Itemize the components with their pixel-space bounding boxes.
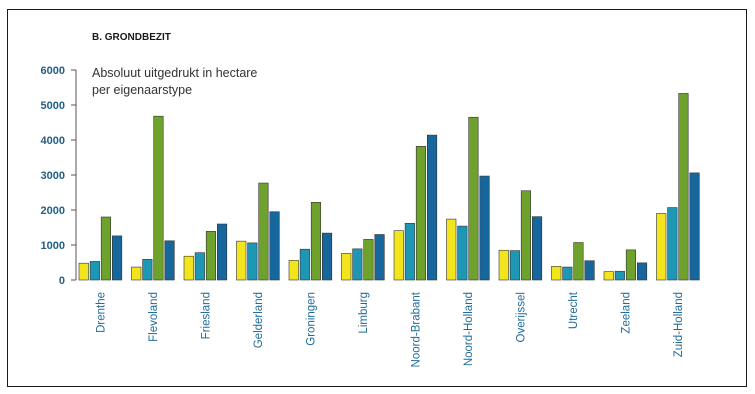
bar-drenthe-s3 [100,216,111,281]
bar-noord-holland-s1 [446,218,457,281]
bar-flevoland-s3 [153,115,164,281]
category-label: Gelderland [253,292,265,348]
y-tick-label: 1000 [41,240,65,252]
category-label: Noord-Brabant [410,291,422,367]
bars [78,93,700,281]
category-label: Friesland [200,292,212,339]
category-label: Flevoland [148,292,160,342]
chart-title: B. GRONDBEZIT [92,32,171,43]
chart-subtitle-line-2: per eigenaarstype [92,83,192,97]
bar-utrecht-s2 [562,266,573,281]
bar-gelderland-s1 [236,240,247,281]
bar-limburg-s2 [352,248,363,281]
bar-utrecht-s4 [584,260,595,281]
bar-friesland-s4 [217,223,228,281]
bar-friesland-s1 [183,255,194,281]
bar-zuid-holland-s1 [656,213,667,281]
bar-limburg-s3 [363,239,374,281]
bar-noord-brabant-s3 [415,146,427,281]
bar-drenthe-s2 [89,261,100,281]
category-label: Overijssel [515,292,527,342]
bar-zeeland-s1 [603,271,614,281]
bar-overijssel-s2 [509,250,520,281]
bar-noord-brabant-s4 [426,134,438,281]
category-label: Zuid-Holland [673,292,685,357]
bar-gelderland-s4 [269,211,280,281]
bar-groningen-s1 [288,260,299,281]
bar-utrecht-s3 [573,242,584,281]
bar-noord-brabant-s2 [404,223,415,281]
bar-flevoland-s1 [131,266,142,281]
bar-noord-holland-s4 [479,175,490,281]
y-axis: 0 1000 2000 3000 4000 5000 6000 [41,65,77,287]
y-tick-label: 4000 [41,135,65,147]
bar-gelderland-s2 [247,242,258,281]
bar-groningen-s4 [321,232,333,281]
y-tick-label: 6000 [41,65,65,77]
bar-zeeland-s4 [636,262,648,281]
bar-utrecht-s1 [551,266,562,281]
bar-overijssel-s1 [498,249,509,281]
y-tick-label: 0 [59,275,65,287]
bar-zuid-holland-s4 [689,172,700,281]
bar-limburg-s4 [374,234,385,281]
category-label: Utrecht [568,291,580,329]
bar-drenthe-s1 [78,262,89,281]
bar-zeeland-s3 [625,249,637,281]
chart-frame [7,9,747,387]
y-tick-label: 2000 [41,205,65,217]
bar-groningen-s3 [310,202,322,281]
bar-noord-holland-s3 [468,116,479,281]
category-label: Limburg [358,292,370,334]
bar-zuid-holland-s2 [667,207,678,281]
bar-noord-brabant-s1 [393,230,404,281]
bar-groningen-s2 [299,248,310,281]
category-labels: Drenthe Flevoland Friesland Gelderland Groni… [95,291,685,367]
category-label: Zeeland [620,292,632,334]
bar-overijssel-s3 [520,190,532,281]
bar-noord-holland-s2 [457,225,468,281]
bar-drenthe-s4 [112,235,123,281]
bar-flevoland-s4 [164,240,175,281]
bar-gelderland-s3 [258,182,269,281]
y-tick-label: 3000 [41,170,65,182]
bar-flevoland-s2 [142,259,153,281]
y-tick-label: 5000 [41,100,65,112]
bar-friesland-s3 [205,231,216,281]
bar-limburg-s1 [341,253,352,281]
category-label: Drenthe [95,292,107,333]
chart-subtitle-line-1: Absoluut uitgedrukt in hectare [92,66,257,80]
bar-zeeland-s2 [614,270,625,281]
category-label: Noord-Holland [463,292,475,366]
bar-overijssel-s4 [531,216,543,281]
category-label: Groningen [305,292,317,346]
bar-zuid-holland-s3 [678,93,689,281]
bar-friesland-s2 [194,252,205,281]
